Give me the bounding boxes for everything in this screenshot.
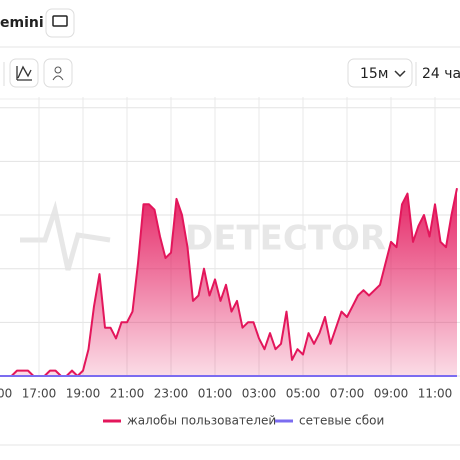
dropdown-icon — [394, 70, 406, 78]
line — [0, 187, 458, 377]
device-icon — [52, 15, 68, 27]
x-tick-label: 05:00 — [286, 387, 321, 401]
x-tick-label: 23:00 — [154, 387, 189, 401]
x-tick-label: 21:00 — [110, 387, 145, 401]
area — [0, 188, 457, 376]
range-label[interactable]: 24 час — [422, 66, 460, 82]
x-tick-label: 03:00 — [242, 387, 277, 401]
watermark-logo — [20, 200, 111, 271]
chart-mode-button[interactable] — [9, 58, 39, 88]
legend-label: сетевые сбои — [299, 414, 384, 428]
x-tick-label: 17:00 — [22, 387, 57, 401]
chart-icon — [16, 65, 32, 81]
user-icon — [52, 75, 64, 81]
device-button[interactable] — [45, 8, 75, 38]
x-tick-label: 11:00 — [418, 387, 453, 401]
header-title: emini — [0, 15, 44, 31]
watermark: DETECTOR — [185, 219, 386, 259]
x-tick-label: 01:00 — [198, 387, 233, 401]
user-icon — [54, 66, 62, 74]
x-tick-label: 07:00 — [330, 387, 365, 401]
interval-label: 15м — [360, 66, 388, 82]
interval-select[interactable] — [347, 58, 413, 88]
x-tick-label: 19:00 — [66, 387, 101, 401]
x-tick-label: 15:00 — [0, 387, 12, 401]
plot: DETECTOR 15:00 17:00 19:00 21:00 23:00 01:00 03… — [0, 97, 460, 428]
legend-label: жалобы пользователей — [127, 414, 276, 428]
x-tick-label: 09:00 — [374, 387, 409, 401]
